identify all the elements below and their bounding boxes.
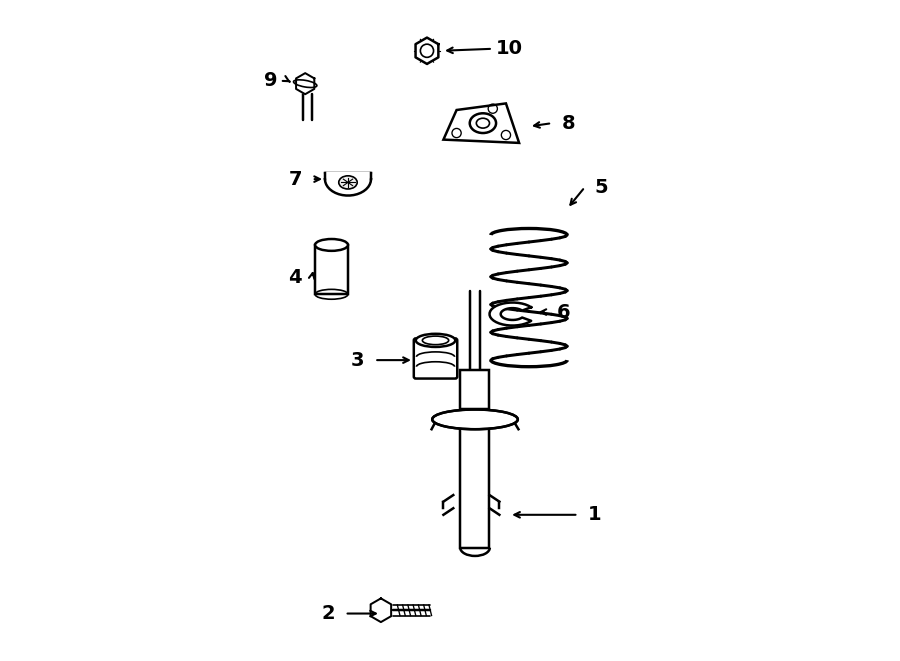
Text: 3: 3 [351, 350, 364, 369]
Ellipse shape [338, 176, 357, 189]
Ellipse shape [315, 239, 348, 251]
Text: 1: 1 [588, 505, 601, 524]
Ellipse shape [470, 113, 496, 133]
Text: 9: 9 [265, 71, 278, 90]
Text: 6: 6 [556, 303, 570, 321]
Polygon shape [296, 73, 314, 95]
FancyBboxPatch shape [460, 416, 490, 548]
Polygon shape [444, 103, 519, 143]
Text: 5: 5 [595, 178, 608, 196]
Ellipse shape [416, 334, 455, 347]
FancyBboxPatch shape [460, 370, 490, 409]
Polygon shape [490, 303, 531, 325]
Text: 10: 10 [496, 39, 523, 58]
FancyBboxPatch shape [414, 338, 457, 379]
Text: 7: 7 [289, 170, 302, 188]
Polygon shape [416, 38, 438, 64]
Polygon shape [371, 598, 392, 622]
Text: 4: 4 [289, 268, 302, 288]
FancyBboxPatch shape [315, 245, 348, 294]
Polygon shape [325, 173, 371, 196]
Ellipse shape [432, 409, 518, 429]
Text: 8: 8 [562, 114, 575, 133]
Text: 2: 2 [321, 604, 335, 623]
